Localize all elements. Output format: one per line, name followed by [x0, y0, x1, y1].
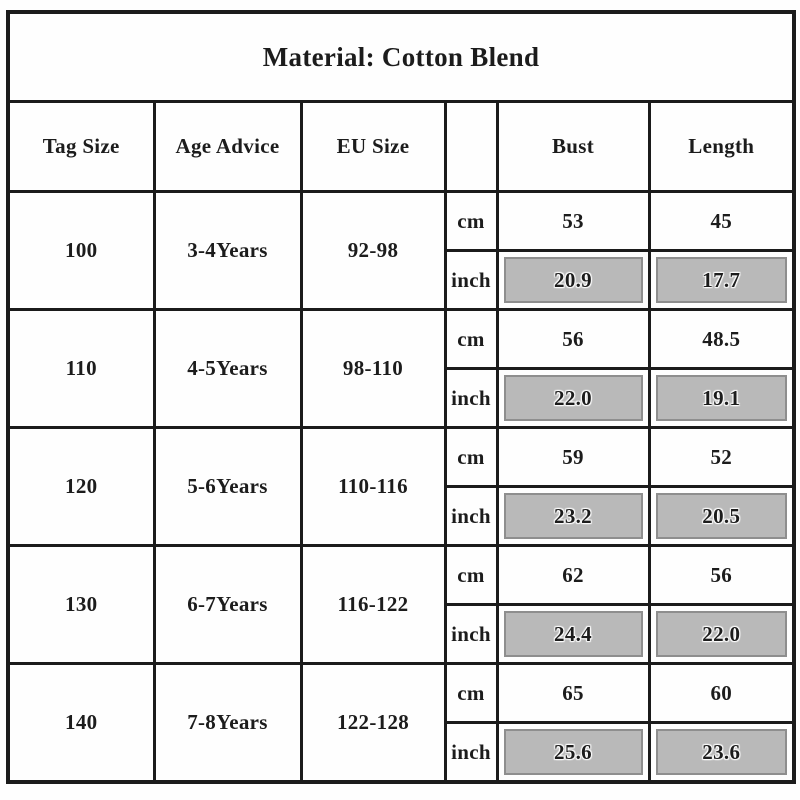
- length-cm-value: 60: [647, 662, 796, 724]
- length-inch-value: 17.7: [655, 257, 788, 303]
- length-inch-value: 20.5: [655, 493, 788, 539]
- bust-cm-value: 65: [495, 662, 651, 724]
- unit-inch-label: inch: [443, 485, 499, 547]
- bust-inch-value: 25.6: [503, 729, 643, 775]
- eu-size-cell: 98-110: [299, 308, 447, 429]
- title-row: Material: Cotton Blend: [6, 10, 796, 103]
- eu-size-cell: 110-116: [299, 426, 447, 547]
- table-row: inch 20.9 17.7: [8, 249, 796, 311]
- length-cm-value: 45: [647, 190, 796, 252]
- col-header-age-advice: Age Advice: [152, 100, 303, 193]
- length-inch-cell: 20.5: [647, 485, 796, 547]
- table-row: 110 4-5Years 98-110 cm 56 48.5: [6, 308, 796, 429]
- unit-cm-label: cm: [443, 544, 499, 606]
- material-title: Material: Cotton Blend: [6, 10, 796, 103]
- col-header-eu-size: EU Size: [299, 100, 447, 193]
- age-advice-cell: 3-4Years: [152, 190, 303, 311]
- tag-size-cell: 130: [6, 544, 156, 665]
- bust-inch-cell: 23.2: [495, 485, 651, 547]
- length-cm-value: 56: [647, 544, 796, 606]
- length-inch-cell: 22.0: [647, 603, 796, 665]
- table-row: 130 6-7Years 116-122 cm 62 56: [6, 544, 796, 665]
- col-header-length: Length: [647, 100, 796, 193]
- length-inch-value: 19.1: [655, 375, 788, 421]
- unit-cm-label: cm: [443, 308, 499, 370]
- bust-inch-value: 24.4: [503, 611, 643, 657]
- unit-cm-label: cm: [443, 190, 499, 252]
- age-advice-cell: 6-7Years: [152, 544, 303, 665]
- bust-inch-cell: 20.9: [495, 249, 651, 311]
- unit-inch-label: inch: [443, 367, 499, 429]
- col-header-bust: Bust: [495, 100, 651, 193]
- tag-size-cell: 120: [6, 426, 156, 547]
- col-header-unit: [443, 100, 499, 193]
- size-chart-table: Material: Cotton Blend Tag Size Age Advi…: [6, 10, 797, 784]
- table-row: 100 3-4Years 92-98 cm 53 45: [6, 190, 796, 311]
- length-inch-value: 22.0: [655, 611, 788, 657]
- bust-inch-cell: 25.6: [495, 721, 651, 784]
- table-row: 120 5-6Years 110-116 cm 59 52: [6, 426, 796, 547]
- bust-inch-value: 22.0: [503, 375, 643, 421]
- length-inch-cell: 17.7: [647, 249, 796, 311]
- bust-cm-value: 59: [495, 426, 651, 488]
- unit-cm-label: cm: [443, 662, 499, 724]
- table-row: 140 7-8Years 122-128 cm 65 60: [6, 662, 796, 784]
- tag-size-cell: 110: [6, 308, 156, 429]
- unit-cm-label: cm: [443, 426, 499, 488]
- bust-inch-cell: 22.0: [495, 367, 651, 429]
- table-row: inch 22.0 19.1: [8, 367, 796, 429]
- age-advice-cell: 5-6Years: [152, 426, 303, 547]
- header-row: Tag Size Age Advice EU Size Bust Length: [6, 100, 796, 193]
- age-advice-cell: 7-8Years: [152, 662, 303, 784]
- length-inch-cell: 19.1: [647, 367, 796, 429]
- length-inch-value: 23.6: [655, 729, 788, 775]
- eu-size-cell: 92-98: [299, 190, 447, 311]
- length-cm-value: 52: [647, 426, 796, 488]
- eu-size-cell: 122-128: [299, 662, 447, 784]
- length-inch-cell: 23.6: [647, 721, 796, 784]
- bust-inch-value: 23.2: [503, 493, 643, 539]
- unit-inch-label: inch: [443, 603, 499, 665]
- bust-inch-cell: 24.4: [495, 603, 651, 665]
- bust-cm-value: 62: [495, 544, 651, 606]
- table-row: inch 24.4 22.0: [8, 603, 796, 665]
- age-advice-cell: 4-5Years: [152, 308, 303, 429]
- bust-cm-value: 53: [495, 190, 651, 252]
- table-row: inch 23.2 20.5: [8, 485, 796, 547]
- bust-inch-value: 20.9: [503, 257, 643, 303]
- eu-size-cell: 116-122: [299, 544, 447, 665]
- tag-size-cell: 140: [6, 662, 156, 784]
- unit-inch-label: inch: [443, 249, 499, 311]
- col-header-tag-size: Tag Size: [6, 100, 156, 193]
- table-row: inch 25.6 23.6: [8, 721, 796, 784]
- bust-cm-value: 56: [495, 308, 651, 370]
- tag-size-cell: 100: [6, 190, 156, 311]
- unit-inch-label: inch: [443, 721, 499, 784]
- length-cm-value: 48.5: [647, 308, 796, 370]
